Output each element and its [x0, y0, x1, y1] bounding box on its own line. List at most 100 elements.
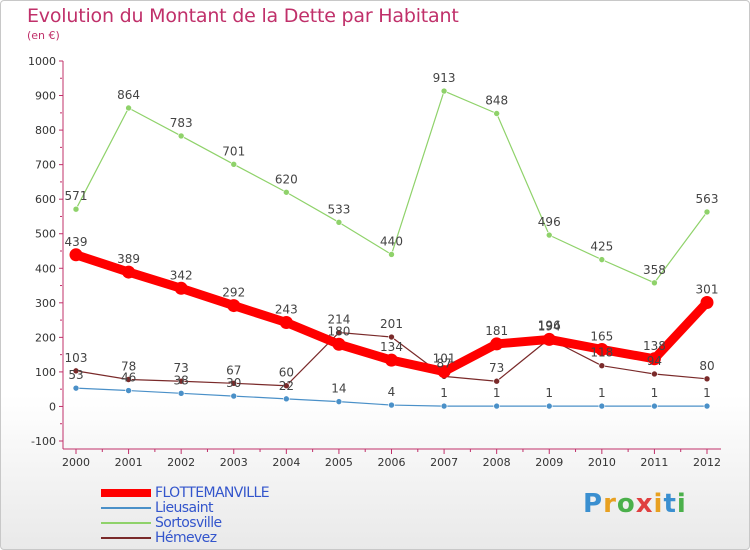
- data-point-sortosville: [598, 256, 606, 263]
- data-label-sortosville: 533: [327, 202, 350, 216]
- data-label-h-mevez: 87: [436, 356, 451, 370]
- data-label-sortosville: 620: [275, 172, 298, 186]
- data-label-h-mevez: 73: [174, 361, 189, 375]
- legend-label: Sortosville: [155, 515, 222, 531]
- data-point-flottemanville: [700, 295, 714, 309]
- data-label-flottemanville: 134: [380, 340, 403, 354]
- x-tick-label: 2003: [220, 456, 248, 469]
- data-point-lieusaint: [598, 402, 606, 410]
- x-tick-label: 2011: [640, 456, 668, 469]
- data-point-sortosville: [703, 208, 711, 216]
- data-point-h-mevez: [651, 370, 658, 378]
- data-label-lieusaint: 38: [174, 373, 189, 387]
- legend-label: Lieusaint: [155, 500, 214, 516]
- data-point-flottemanville: [332, 337, 346, 351]
- data-label-sortosville: 425: [590, 240, 613, 254]
- data-point-lieusaint: [177, 390, 185, 397]
- data-label-flottemanville: 342: [170, 268, 193, 282]
- x-tick-label: 2007: [430, 456, 458, 469]
- x-tick-label: 2008: [483, 456, 511, 469]
- data-label-sortosville: 440: [380, 234, 403, 248]
- data-label-h-mevez: 73: [489, 361, 504, 375]
- legend-label: Hémevez: [155, 530, 217, 546]
- data-label-flottemanville: 180: [327, 324, 350, 338]
- data-label-lieusaint: 1: [493, 386, 501, 400]
- data-point-flottemanville: [647, 352, 661, 366]
- data-label-flottemanville: 243: [275, 303, 298, 317]
- x-tick-label: 2002: [167, 456, 195, 469]
- data-point-flottemanville: [69, 248, 83, 262]
- legend-label: FLOTTEMANVILLE: [155, 485, 270, 501]
- y-tick-label: 1000: [28, 55, 56, 68]
- data-label-sortosville: 358: [643, 263, 666, 277]
- data-label-flottemanville: 301: [696, 282, 719, 296]
- data-point-lieusaint: [388, 401, 395, 409]
- data-point-h-mevez: [283, 382, 290, 390]
- data-label-h-mevez: 80: [699, 359, 714, 373]
- data-label-sortosville: 701: [222, 144, 245, 158]
- data-label-flottemanville: 181: [485, 324, 508, 338]
- data-label-lieusaint: 14: [331, 382, 346, 396]
- data-point-lieusaint: [283, 395, 290, 403]
- data-label-lieusaint: 30: [226, 376, 241, 390]
- data-point-lieusaint: [335, 398, 343, 405]
- data-label-lieusaint: 1: [440, 386, 448, 400]
- data-label-lieusaint: 1: [545, 386, 553, 400]
- x-tick-label: 2006: [378, 456, 406, 469]
- unit-label: (en €): [27, 29, 60, 42]
- data-label-h-mevez: 60: [279, 366, 294, 380]
- y-tick-label: 400: [35, 262, 56, 275]
- data-point-lieusaint: [493, 402, 500, 410]
- y-tick-label: 800: [35, 124, 56, 137]
- data-point-lieusaint: [125, 387, 132, 394]
- data-point-lieusaint: [440, 402, 448, 410]
- x-tick-label: 2010: [588, 456, 616, 469]
- data-point-h-mevez: [125, 376, 132, 383]
- y-tick-label: -100: [31, 435, 56, 448]
- data-label-h-mevez: 196: [538, 319, 561, 333]
- data-point-sortosville: [72, 205, 80, 213]
- data-point-lieusaint: [703, 402, 711, 410]
- data-point-flottemanville: [437, 365, 451, 379]
- data-point-h-mevez: [177, 377, 185, 385]
- data-point-flottemanville: [542, 332, 556, 346]
- data-label-flottemanville: 292: [222, 286, 245, 300]
- data-label-h-mevez: 67: [226, 363, 241, 377]
- data-label-h-mevez: 103: [65, 351, 88, 365]
- x-tick-label: 2000: [62, 456, 90, 469]
- x-tick-label: 2001: [115, 456, 143, 469]
- legend-swatch: [101, 489, 151, 497]
- data-label-lieusaint: 53: [68, 368, 83, 382]
- data-label-sortosville: 864: [117, 88, 140, 102]
- data-label-h-mevez: 94: [647, 354, 662, 368]
- y-tick-label: 300: [35, 297, 56, 310]
- data-point-flottemanville: [385, 353, 398, 367]
- data-label-flottemanville: 389: [117, 252, 140, 266]
- data-point-lieusaint: [230, 392, 238, 400]
- data-point-flottemanville: [595, 342, 609, 356]
- legend-swatch: [101, 537, 151, 539]
- data-label-h-mevez: 78: [121, 360, 136, 374]
- data-point-h-mevez: [335, 329, 343, 336]
- data-point-sortosville: [125, 104, 132, 112]
- data-label-sortosville: 571: [65, 189, 88, 203]
- data-point-sortosville: [177, 132, 185, 140]
- data-point-flottemanville: [122, 265, 136, 279]
- y-tick-label: 700: [35, 159, 56, 172]
- legend-swatch: [101, 522, 151, 524]
- data-label-sortosville: 496: [538, 215, 561, 229]
- data-label-lieusaint: 1: [703, 386, 711, 400]
- y-tick-label: 0: [49, 400, 56, 413]
- chart-title: Evolution du Montant de la Dette par Hab…: [27, 5, 459, 27]
- data-point-lieusaint: [72, 384, 80, 392]
- data-label-lieusaint: 22: [279, 379, 294, 393]
- data-label-flottemanville: 101: [433, 352, 456, 366]
- data-label-sortosville: 913: [433, 71, 456, 85]
- x-tick-label: 2005: [325, 456, 353, 469]
- data-label-sortosville: 563: [696, 192, 719, 206]
- data-label-lieusaint: 4: [388, 385, 396, 399]
- data-point-h-mevez: [493, 377, 500, 385]
- data-point-lieusaint: [545, 402, 553, 410]
